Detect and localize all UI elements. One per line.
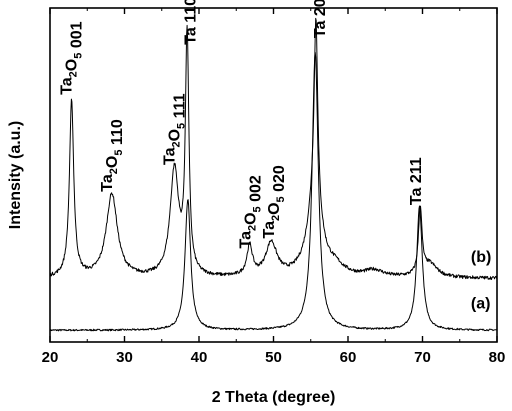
peak-label: Ta2O5 111 [161,93,188,165]
series-trace-b [49,17,498,280]
series-label: (a) [471,296,491,313]
peak-label: Ta2O5 020 [261,165,288,238]
x-tick-label: 50 [265,349,282,366]
x-tick-label: 60 [340,349,357,366]
series-trace-a [49,51,498,332]
peak-label: Ta2O5 110 [99,119,126,192]
peak-labels: Ta2O5 001 Ta2O5 110 Ta2O5 111 Ta 110 Ta2O5 0… [59,0,425,249]
series-label: (b) [471,249,491,266]
peak-label: Ta 211 [408,157,425,205]
y-axis-title: Intensity (a.u.) [7,121,24,229]
x-tick-label: 40 [191,349,208,366]
series-labels: (b) (a) [471,249,491,313]
x-axis-title: 2 Theta (degree) [212,389,336,406]
x-tick-label: 30 [116,349,133,366]
x-tick-label: 80 [489,349,506,366]
x-tick-label: 20 [42,349,59,366]
x-tick-label: 70 [414,349,431,366]
traces [49,17,498,332]
x-axis-ticks: 20 30 40 50 60 70 80 [42,8,506,366]
peak-label: Ta2O5 001 [59,21,86,94]
peak-label: Ta2O5 002 [237,175,264,248]
peak-label: Ta 200 [312,0,329,38]
peak-label: Ta 110 [182,0,199,45]
